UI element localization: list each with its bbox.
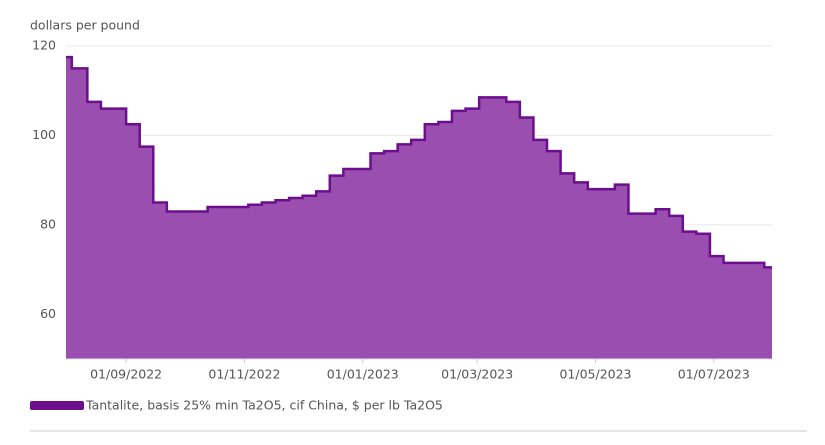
- x-tick-label: 01/05/2023: [559, 367, 631, 382]
- x-tick-label: 01/07/2023: [678, 367, 750, 382]
- y-tick-label: 100: [32, 127, 56, 142]
- legend-label: Tantalite, basis 25% min Ta2O5, cif Chin…: [85, 398, 443, 413]
- area: [66, 57, 772, 360]
- x-tick-label: 01/11/2022: [208, 367, 280, 382]
- line: [66, 55, 772, 269]
- x-tick-label: 01/09/2022: [90, 367, 162, 382]
- y-tick-label: 80: [40, 216, 56, 231]
- y-axis-label: dollars per pound: [30, 18, 140, 33]
- y-tick-label: 120: [32, 38, 56, 53]
- x-tick-label: 01/03/2023: [441, 367, 513, 382]
- x-tick-label: 01/01/2023: [327, 367, 399, 382]
- y-tick-label: 60: [40, 306, 56, 321]
- legend-swatch: [30, 401, 84, 410]
